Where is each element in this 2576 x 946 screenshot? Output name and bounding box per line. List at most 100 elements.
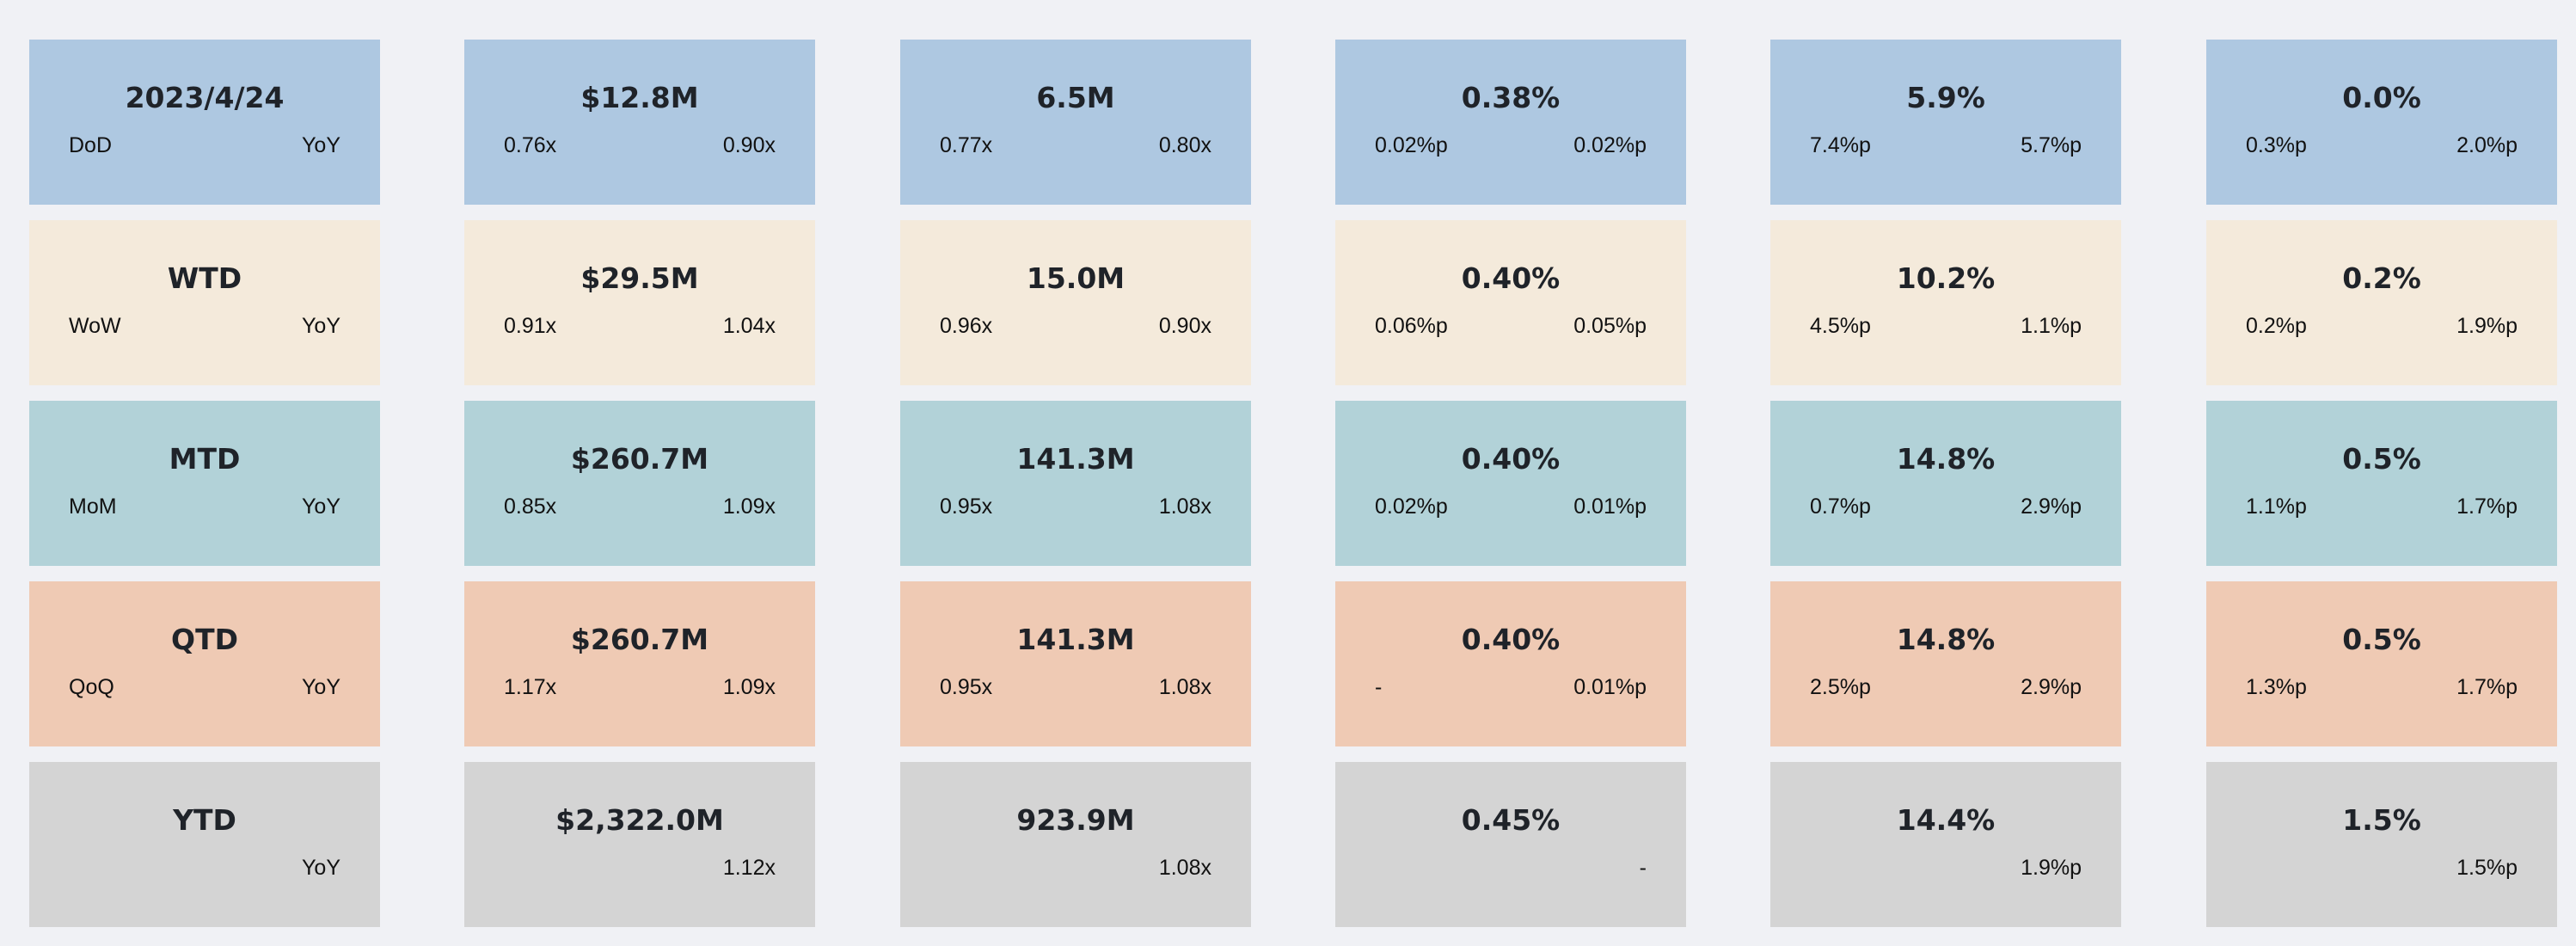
kpi-value: QTD — [171, 623, 238, 656]
kpi-card-quarter-5: 14.8% 2.5%p 2.9%p — [1770, 581, 2121, 746]
kpi-card-year-6: 1.5% 1.5%p — [2206, 762, 2557, 927]
kpi-right-comparison: 1.7%p — [2456, 494, 2518, 519]
kpi-right-comparison: 2.0%p — [2456, 133, 2518, 157]
kpi-value: 0.5% — [2342, 623, 2421, 656]
kpi-value: MTD — [169, 442, 241, 476]
kpi-right-comparison: 1.5%p — [2456, 856, 2518, 880]
kpi-right-comparison: YoY — [302, 133, 340, 157]
kpi-right-comparison: 1.08x — [1158, 675, 1211, 699]
kpi-left-comparison: DoD — [69, 133, 113, 157]
kpi-card-week-2: $29.5M 0.91x 1.04x — [464, 220, 815, 385]
kpi-value: 141.3M — [1016, 442, 1135, 476]
kpi-right-comparison: - — [1639, 856, 1647, 880]
kpi-card-quarter-1: QTD QoQ YoY — [29, 581, 380, 746]
kpi-left-comparison: 0.85x — [504, 494, 557, 519]
kpi-card-day-4: 0.38% 0.02%p 0.02%p — [1335, 40, 1686, 205]
kpi-card-year-4: 0.45% - — [1335, 762, 1686, 927]
kpi-value: 0.2% — [2342, 261, 2421, 295]
kpi-left-comparison: 0.91x — [504, 314, 557, 338]
kpi-card-day-2: $12.8M 0.76x 0.90x — [464, 40, 815, 205]
kpi-card-quarter-6: 0.5% 1.3%p 1.7%p — [2206, 581, 2557, 746]
kpi-card-year-1: YTD YoY — [29, 762, 380, 927]
kpi-left-comparison: 0.95x — [940, 494, 993, 519]
kpi-value: 6.5M — [1036, 81, 1115, 114]
kpi-value: 15.0M — [1026, 261, 1125, 295]
kpi-card-quarter-3: 141.3M 0.95x 1.08x — [900, 581, 1251, 746]
kpi-right-comparison: YoY — [302, 856, 340, 880]
kpi-value: 1.5% — [2342, 803, 2421, 837]
kpi-value: 5.9% — [1906, 81, 1985, 114]
kpi-card-month-3: 141.3M 0.95x 1.08x — [900, 401, 1251, 566]
kpi-right-comparison: 1.9%p — [2456, 314, 2518, 338]
kpi-value: 923.9M — [1016, 803, 1135, 837]
kpi-right-comparison: 0.01%p — [1573, 675, 1647, 699]
kpi-value: 0.40% — [1461, 623, 1561, 656]
kpi-value: YTD — [173, 803, 236, 837]
kpi-card-day-3: 6.5M 0.77x 0.80x — [900, 40, 1251, 205]
kpi-card-day-1: 2023/4/24 DoD YoY — [29, 40, 380, 205]
kpi-value: $2,322.0M — [555, 803, 724, 837]
kpi-right-comparison: 0.02%p — [1573, 133, 1647, 157]
kpi-card-month-1: MTD MoM YoY — [29, 401, 380, 566]
kpi-left-comparison: 1.1%p — [2246, 494, 2307, 519]
kpi-value: $12.8M — [580, 81, 699, 114]
kpi-right-comparison: 1.08x — [1158, 494, 1211, 519]
kpi-value: 14.4% — [1896, 803, 1996, 837]
kpi-left-comparison: 0.76x — [504, 133, 557, 157]
kpi-card-month-4: 0.40% 0.02%p 0.01%p — [1335, 401, 1686, 566]
kpi-right-comparison: 5.7%p — [2021, 133, 2082, 157]
kpi-card-month-6: 0.5% 1.1%p 1.7%p — [2206, 401, 2557, 566]
kpi-card-year-2: $2,322.0M 1.12x — [464, 762, 815, 927]
kpi-card-month-2: $260.7M 0.85x 1.09x — [464, 401, 815, 566]
kpi-right-comparison: 0.90x — [1158, 314, 1211, 338]
kpi-value: 0.45% — [1461, 803, 1561, 837]
kpi-left-comparison: 1.3%p — [2246, 675, 2307, 699]
kpi-card-week-3: 15.0M 0.96x 0.90x — [900, 220, 1251, 385]
kpi-right-comparison: 0.05%p — [1573, 314, 1647, 338]
kpi-card-year-5: 14.4% 1.9%p — [1770, 762, 2121, 927]
kpi-right-comparison: 2.9%p — [2021, 494, 2082, 519]
kpi-value: 14.8% — [1896, 623, 1996, 656]
kpi-right-comparison: YoY — [302, 675, 340, 699]
kpi-right-comparison: 1.04x — [722, 314, 776, 338]
kpi-value: 0.40% — [1461, 261, 1561, 295]
kpi-value: 10.2% — [1896, 261, 1996, 295]
kpi-card-week-1: WTD WoW YoY — [29, 220, 380, 385]
kpi-left-comparison: 0.96x — [940, 314, 993, 338]
kpi-card-quarter-4: 0.40% - 0.01%p — [1335, 581, 1686, 746]
kpi-left-comparison: 1.17x — [504, 675, 557, 699]
kpi-left-comparison: 0.2%p — [2246, 314, 2307, 338]
kpi-left-comparison: 7.4%p — [1810, 133, 1871, 157]
kpi-card-day-6: 0.0% 0.3%p 2.0%p — [2206, 40, 2557, 205]
kpi-left-comparison: WoW — [69, 314, 121, 338]
kpi-left-comparison: 0.02%p — [1375, 133, 1448, 157]
kpi-card-month-5: 14.8% 0.7%p 2.9%p — [1770, 401, 2121, 566]
kpi-left-comparison: MoM — [69, 494, 117, 519]
kpi-left-comparison: 4.5%p — [1810, 314, 1871, 338]
kpi-right-comparison: 2.9%p — [2021, 675, 2082, 699]
kpi-value: 0.38% — [1461, 81, 1561, 114]
kpi-value: WTD — [167, 261, 242, 295]
kpi-left-comparison: 0.77x — [940, 133, 993, 157]
kpi-right-comparison: 1.12x — [722, 856, 776, 880]
kpi-right-comparison: 1.08x — [1158, 856, 1211, 880]
kpi-right-comparison: YoY — [302, 314, 340, 338]
kpi-right-comparison: 1.7%p — [2456, 675, 2518, 699]
kpi-right-comparison: 1.09x — [722, 494, 776, 519]
kpi-value: $260.7M — [570, 442, 709, 476]
kpi-right-comparison: 0.80x — [1158, 133, 1211, 157]
kpi-left-comparison: 0.06%p — [1375, 314, 1448, 338]
kpi-left-comparison: 0.3%p — [2246, 133, 2307, 157]
kpi-left-comparison: - — [1375, 675, 1383, 699]
kpi-value: $260.7M — [570, 623, 709, 656]
kpi-card-week-4: 0.40% 0.06%p 0.05%p — [1335, 220, 1686, 385]
kpi-right-comparison: 1.1%p — [2021, 314, 2082, 338]
kpi-left-comparison: 2.5%p — [1810, 675, 1871, 699]
kpi-right-comparison: YoY — [302, 494, 340, 519]
kpi-left-comparison: 0.95x — [940, 675, 993, 699]
kpi-value: $29.5M — [580, 261, 699, 295]
kpi-value: 0.40% — [1461, 442, 1561, 476]
kpi-left-comparison: QoQ — [69, 675, 114, 699]
kpi-value: 0.5% — [2342, 442, 2421, 476]
